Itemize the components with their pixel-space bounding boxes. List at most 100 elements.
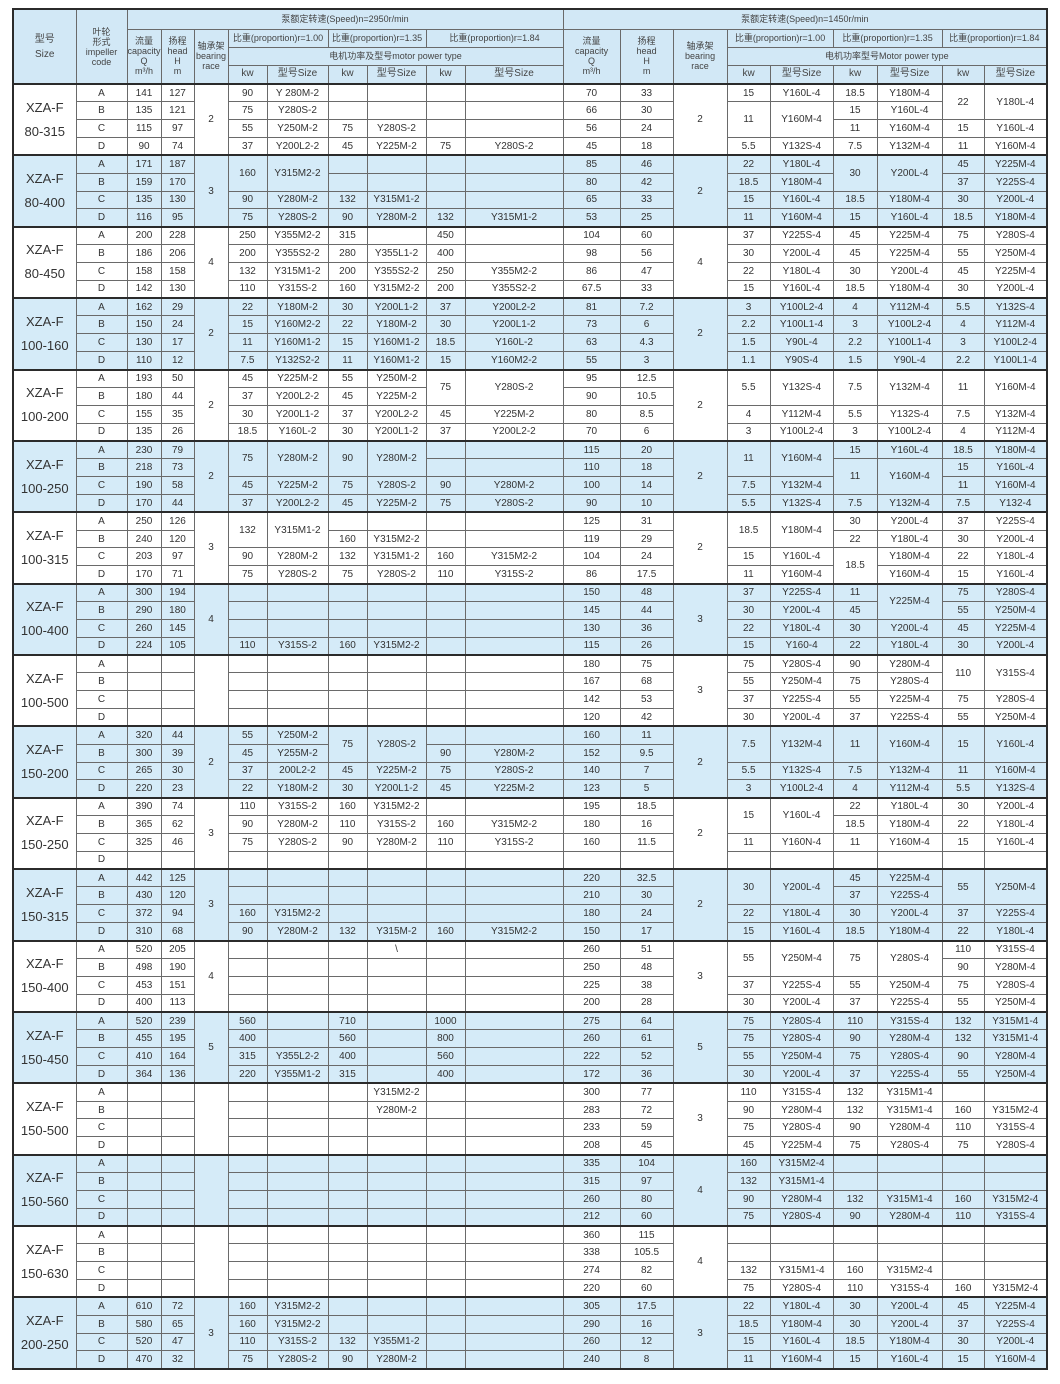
head-cell — [160, 1171, 195, 1191]
kw-cell: 11 — [941, 476, 985, 495]
capacity-cell: 160 — [562, 725, 621, 745]
impeller-code-cell: A — [75, 439, 128, 460]
kw-cell: 18.5 — [941, 208, 985, 228]
table-row: C 130 17 11 Y160M1-2 15 Y160M1-2 18.5 Y160L-2 63 4… — [13, 333, 1048, 353]
kw-cell: 15 — [941, 565, 985, 585]
impeller-code-cell: C — [75, 190, 128, 210]
capacity-cell: 170 — [126, 493, 162, 513]
motor-size-cell — [366, 1118, 427, 1138]
motor-size-cell — [464, 618, 564, 638]
kw-cell: 15 — [726, 636, 771, 656]
motor-size-cell: Y280S-4 — [769, 1029, 834, 1049]
head-cell: 24 — [619, 547, 674, 567]
kw-cell — [227, 1261, 268, 1281]
motor-size-cell: Y315M1-4 — [769, 1171, 834, 1191]
motor-size-cell — [366, 850, 427, 870]
motor-size-cell — [366, 1029, 427, 1049]
header-capacity-2950: 流量 capacity Q m³/h — [126, 28, 162, 85]
head-cell: 20 — [619, 439, 674, 460]
motor-size-cell: Y315M2-4 — [769, 1153, 834, 1173]
motor-size-cell — [464, 1243, 564, 1263]
pump-size-label: XZA-F — [25, 599, 64, 615]
kw-cell — [227, 1225, 268, 1245]
kw-cell: 90 — [726, 1100, 771, 1120]
motor-size-cell — [366, 1207, 427, 1227]
kw-cell: 45 — [327, 493, 368, 513]
motor-size-cell: Y280S-2 — [464, 368, 564, 406]
head-cell: 125 — [160, 868, 195, 888]
kw-cell: 90 — [227, 815, 268, 834]
capacity-cell: 220 — [562, 868, 621, 888]
motor-size-cell — [464, 1225, 564, 1245]
motor-size-cell: Y200L-4 — [876, 904, 943, 924]
head-cell — [160, 1243, 195, 1263]
table-row: C 233 59 75 Y280S-4 90 Y280M-4 110 Y315S-4 — [13, 1118, 1048, 1138]
motor-size-cell: Y180L-4 — [769, 261, 834, 281]
kw-cell — [227, 975, 268, 995]
kw-cell — [327, 1225, 368, 1245]
kw-cell: 3 — [832, 422, 878, 442]
motor-size-cell: Y315M2-2 — [464, 547, 564, 567]
motor-size-cell: Y180L-4 — [769, 904, 834, 924]
motor-size-cell — [464, 1047, 564, 1066]
motor-size-cell: Y160M-4 — [876, 565, 943, 585]
kw-cell: 90 — [832, 654, 878, 674]
capacity-cell: 135 — [126, 190, 162, 210]
motor-size-cell — [464, 244, 564, 263]
kw-cell — [327, 904, 368, 924]
capacity-cell: 162 — [126, 297, 162, 317]
impeller-code-cell: B — [75, 386, 128, 406]
motor-size-cell: Y315M1-2 — [366, 190, 427, 210]
kw-cell: 37 — [327, 404, 368, 424]
impeller-code-cell: B — [75, 1100, 128, 1120]
motor-size-cell: Y160M2-2 — [464, 351, 564, 370]
motor-size-cell: Y200L-4 — [876, 618, 943, 638]
motor-size-cell: Y280M-2 — [366, 832, 427, 852]
motor-size-cell: Y225S-4 — [769, 582, 834, 602]
capacity-cell — [126, 1207, 162, 1227]
capacity-cell: 45 — [562, 137, 621, 156]
motor-size-cell — [366, 172, 427, 192]
kw-cell — [327, 868, 368, 888]
motor-size-cell: Y160M-4 — [983, 137, 1048, 156]
motor-size-cell — [464, 1171, 564, 1191]
header-kw: kw — [941, 64, 985, 85]
capacity-cell: 210 — [562, 886, 621, 906]
motor-size-cell: Y160M-4 — [876, 458, 943, 495]
capacity-cell: 410 — [126, 1047, 162, 1066]
pump-size-label: 200-250 — [20, 1337, 69, 1353]
motor-size-cell — [366, 1314, 427, 1334]
pump-size-label: XZA-F — [25, 813, 64, 829]
capacity-cell: 212 — [562, 1207, 621, 1227]
kw-cell — [327, 154, 368, 174]
motor-size-cell: Y180M-2 — [266, 779, 329, 799]
header-head-en: head — [636, 46, 657, 57]
capacity-cell: 104 — [562, 547, 621, 567]
kw-cell: 4 — [941, 315, 985, 335]
motor-size-cell — [366, 654, 427, 674]
kw-cell: 18.5 — [726, 511, 771, 549]
table-row: XZA-F 150-500 A Y315M2-2 300 77 3 110 Y315S-4 132… — [12, 1082, 1048, 1156]
motor-size-cell: Y200L-4 — [983, 636, 1048, 656]
head-cell: 74 — [160, 796, 195, 817]
kw-cell: 800 — [425, 1029, 466, 1049]
head-cell — [160, 708, 195, 727]
motor-size-cell: Y315M2-2 — [266, 154, 329, 192]
table-row: B 315 97 132 Y315M1-4 — [13, 1171, 1048, 1191]
capacity-cell: 335 — [562, 1153, 621, 1173]
header-head-symbol: H — [643, 56, 650, 67]
kw-cell: 55 — [726, 1047, 771, 1066]
pump-size-label: XZA-F — [25, 742, 64, 758]
head-cell: 30 — [619, 101, 674, 121]
table-row: XZA-F 100-200 A 193 50 2 45 Y225M-2 55 Y250M-2 75 Y… — [12, 368, 1048, 442]
capacity-cell: 250 — [562, 957, 621, 977]
header-impeller-code: 叶轮 形式 impeller code — [75, 8, 128, 85]
head-cell: 10 — [619, 493, 674, 513]
head-cell: 42 — [619, 172, 674, 192]
pump-size-cell: XZA-F 150-500 — [12, 1082, 77, 1156]
kw-cell: 132 — [327, 547, 368, 567]
table-row: B 430 120 210 30 37 Y225S-4 — [13, 886, 1047, 906]
impeller-code-cell: B — [75, 458, 128, 478]
kw-cell: 75 — [327, 725, 368, 763]
motor-size-cell: Y180L-4 — [983, 815, 1048, 834]
